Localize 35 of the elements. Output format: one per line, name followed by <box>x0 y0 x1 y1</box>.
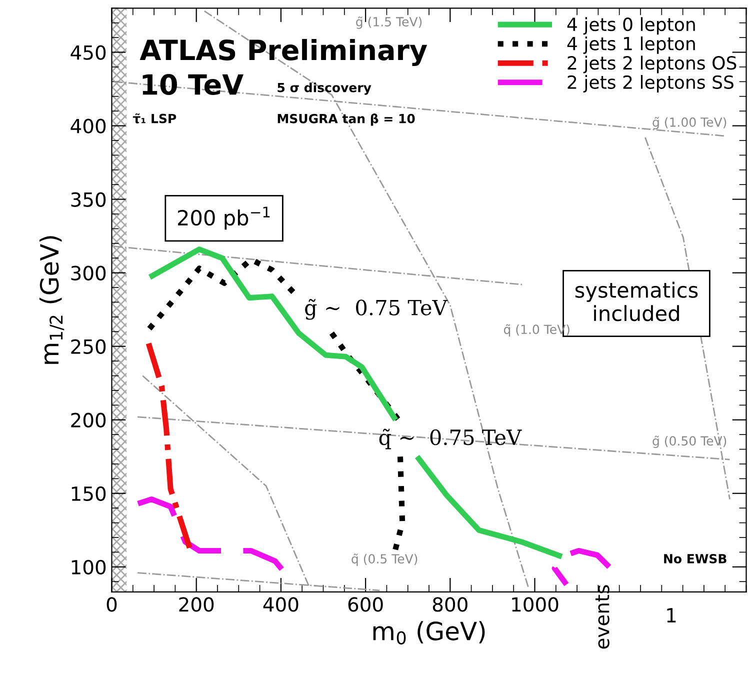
annotation: 200 pb$^{−1}$ <box>178 206 270 230</box>
x-tick-label: 400 <box>263 597 298 612</box>
y-tick-label: 400 <box>70 118 106 134</box>
annotation: g̃ (1.00 TeV) <box>652 116 726 130</box>
y-tick-label: 150 <box>72 486 106 502</box>
y-tick-label: 200 <box>71 412 106 428</box>
annotation: 10 TeV <box>142 74 244 96</box>
annotation: g̃ ~ 0.75 TeV <box>305 298 448 320</box>
annotation: τ̃₁ LSP <box>132 113 176 124</box>
annotation: events <box>595 585 610 649</box>
y-tick-label: 300 <box>71 266 106 280</box>
legend-label: 4 jets 1 lepton <box>567 36 695 54</box>
y-axis-title: m$_{1/2}$ (GeV) <box>39 236 64 364</box>
y-tick-label: 250 <box>71 339 106 354</box>
y-tick-label: 450 <box>70 45 106 60</box>
x-tick-label: 600 <box>348 597 383 612</box>
annotation: MSUGRA tan β = 10 <box>278 114 415 126</box>
annotation: No EWSB <box>664 554 726 564</box>
legend-label: 2 jets 2 leptons OS <box>568 56 736 74</box>
y-tick-label: 350 <box>71 192 106 207</box>
text: 1 <box>667 608 676 622</box>
legend-label: 2 jets 2 leptons SS <box>568 75 734 92</box>
x-axis-title: m$_{0}$ (GeV) <box>373 621 485 644</box>
x-tick-label: 800 <box>432 597 468 612</box>
annotation: 5 σ discovery <box>278 82 372 95</box>
annotation: q̃ ~ 0.75 TeV <box>379 428 522 450</box>
y-tick-label: 100 <box>72 560 106 575</box>
annotation: ATLAS Preliminary <box>140 38 428 66</box>
x-tick-label: 0 <box>106 597 117 612</box>
x-tick-label: 1000 <box>512 597 558 612</box>
annotation: systematics included <box>575 282 698 322</box>
legend-label: 4 jets 0 lepton <box>567 17 695 35</box>
x-tick-label: 200 <box>179 597 214 612</box>
annotation: q̃ (0.5 TeV) <box>352 554 418 566</box>
annotation: g̃ (1.5 TeV) <box>356 16 422 29</box>
